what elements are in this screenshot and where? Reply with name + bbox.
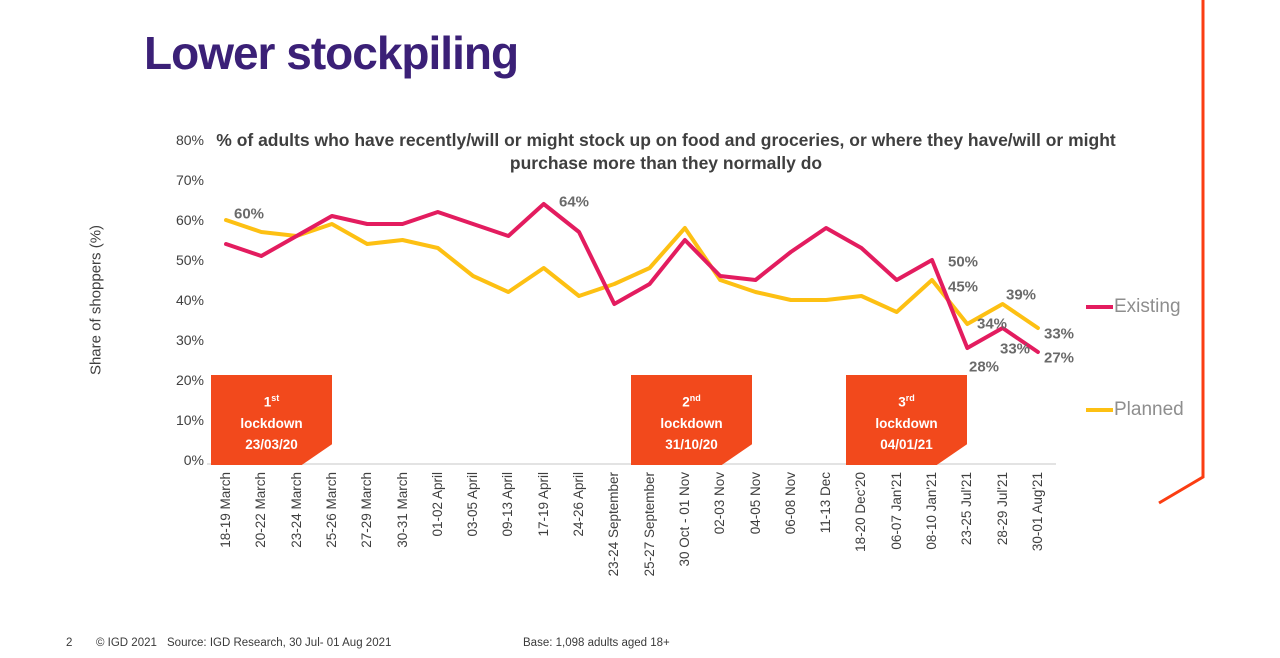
page-number: 2 [66, 637, 73, 649]
lockdown-ordinal: 1st [263, 393, 280, 410]
series-line-existing [224, 202, 1040, 354]
decorative-corner-line [1158, 0, 1205, 505]
lockdown-ordinal: 3rd [898, 393, 915, 410]
source-text: Source: IGD Research, 30 Jul- 01 Aug 202… [167, 637, 392, 649]
point-label: 39% [1005, 286, 1037, 304]
legend-item-planned: Planned [1086, 399, 1184, 421]
y-tick-label: 40% [175, 292, 204, 308]
base-text: Base: 1,098 adults aged 18+ [523, 637, 670, 649]
y-tick-label: 70% [175, 172, 204, 188]
point-label: 27% [1043, 349, 1075, 367]
lockdown-word: lockdown [660, 415, 723, 431]
lockdown-word: lockdown [240, 415, 303, 431]
point-label: 33% [1043, 325, 1075, 343]
point-label: 34% [976, 315, 1008, 333]
lockdown-ordinal: 2nd [682, 393, 701, 410]
point-label: 45% [947, 278, 979, 296]
y-tick-label: 60% [175, 212, 204, 228]
slide-title: Lower stockpiling [144, 27, 519, 79]
point-label: 50% [947, 253, 979, 271]
point-label: 60% [233, 205, 265, 223]
y-tick-label: 0% [183, 452, 204, 468]
legend-item-existing: Existing [1086, 296, 1181, 318]
lockdown-date: 23/03/20 [245, 436, 298, 452]
lockdown-box-3: 3rd lockdown 04/01/21 [846, 375, 967, 465]
y-tick-label: 30% [175, 332, 204, 348]
y-tick-label: 50% [175, 252, 204, 268]
point-label: 64% [558, 193, 590, 211]
lockdown-date: 04/01/21 [880, 436, 933, 452]
y-tick-label: 20% [175, 372, 204, 388]
legend-label-existing: Existing [1114, 296, 1181, 317]
lockdown-box-1: 1st lockdown 23/03/20 [211, 375, 332, 465]
y-tick-label: 80% [175, 132, 204, 148]
chart-title: % of adults who have recently/will or mi… [216, 130, 1116, 173]
y-tick-label: 10% [175, 412, 204, 428]
series-line-planned [224, 218, 1040, 330]
legend-label-planned: Planned [1114, 399, 1184, 420]
point-label: 28% [968, 358, 1000, 376]
series-lines [224, 202, 1040, 354]
lockdown-box-2: 2nd lockdown 31/10/20 [631, 375, 752, 465]
lockdown-word: lockdown [875, 415, 938, 431]
lockdown-date: 31/10/20 [665, 436, 718, 452]
legend-swatch-planned [1086, 408, 1113, 412]
point-label: 33% [999, 340, 1031, 358]
copyright-text: © IGD 2021 [96, 637, 157, 649]
legend-swatch-existing [1086, 305, 1113, 309]
